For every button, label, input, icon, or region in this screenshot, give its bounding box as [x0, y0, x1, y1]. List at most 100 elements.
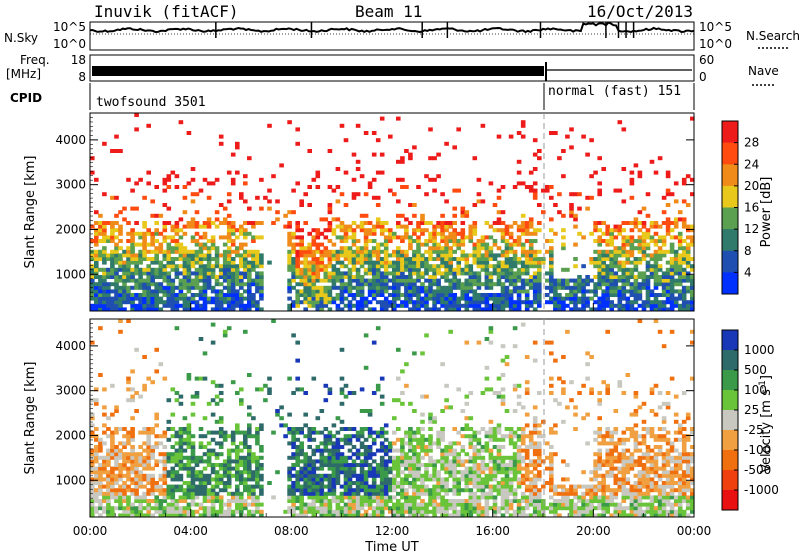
heatmap-cell [424, 239, 429, 243]
heatmap-cell [355, 246, 361, 251]
heatmap-cell [492, 445, 498, 449]
heatmap-cell [589, 195, 594, 200]
heatmap-cell [496, 253, 502, 258]
heatmap-cell [363, 502, 369, 507]
heatmap-cell [311, 300, 317, 305]
heatmap-cell [649, 264, 655, 269]
heatmap-cell [677, 239, 683, 243]
heatmap-cell [400, 488, 405, 493]
heatmap-cell [210, 296, 216, 301]
heatmap-cell [371, 477, 377, 482]
heatmap-cell [379, 513, 385, 518]
heatmap-cell [452, 452, 457, 457]
heatmap-cell [577, 231, 582, 236]
heatmap-cell [408, 434, 413, 439]
heatmap-cell [440, 296, 445, 301]
heatmap-cell [255, 253, 260, 258]
heatmap-cell [359, 477, 365, 482]
heatmap-cell [460, 477, 466, 482]
heatmap-cell [307, 473, 312, 478]
heatmap-cell [605, 296, 610, 301]
heatmap-cell [379, 228, 385, 233]
heatmap-cell [480, 123, 486, 128]
heatmap-cell [408, 473, 413, 478]
heatmap-cell [404, 231, 409, 236]
heatmap-cell [484, 376, 490, 381]
heatmap-cell [166, 285, 172, 290]
heatmap-cell [251, 300, 256, 305]
heatmap-cell [661, 293, 667, 297]
heatmap-cell [641, 282, 647, 287]
heatmap-cell [202, 235, 208, 240]
heatmap-cell [339, 437, 345, 442]
heatmap-cell [331, 282, 337, 287]
heatmap-cell [408, 455, 413, 460]
heatmap-cell [186, 430, 192, 435]
heatmap-cell [412, 437, 417, 442]
heatmap-cell [589, 289, 594, 294]
heatmap-cell [295, 181, 300, 186]
heatmap-cell [355, 285, 361, 290]
heatmap-cell [226, 221, 232, 225]
heatmap-cell [617, 120, 623, 125]
heatmap-cell [460, 509, 466, 514]
heatmap-cell [657, 246, 663, 251]
heatmap-cell [537, 271, 542, 276]
heatmap-cell [428, 221, 433, 225]
heatmap-cell [581, 300, 586, 305]
heatmap-cell [126, 484, 131, 489]
heatmap-cell [408, 427, 413, 431]
heatmap-cell [371, 264, 377, 269]
heatmap-cell [617, 307, 623, 312]
beam-title: Beam 11 [355, 2, 422, 21]
heatmap-cell [424, 285, 429, 290]
heatmap-cell [138, 506, 143, 511]
heatmap-cell [444, 466, 449, 471]
heatmap-cell [291, 495, 296, 500]
heatmap-cell [170, 455, 176, 460]
heatmap-cell [492, 459, 498, 464]
heatmap-cell [532, 228, 538, 233]
heatmap-cell [323, 264, 329, 269]
heatmap-cell [126, 387, 131, 392]
heatmap-cell [480, 427, 486, 431]
heatmap-cell [516, 307, 522, 312]
heatmap-cell [504, 509, 510, 514]
heatmap-cell [158, 441, 164, 446]
heatmap-cell [371, 289, 377, 294]
heatmap-cell [226, 303, 232, 308]
heatmap-cell [597, 264, 602, 269]
heatmap-cell [500, 513, 506, 518]
heatmap-cell [126, 470, 131, 475]
heatmap-cell [605, 231, 610, 236]
heatmap-cell [661, 210, 667, 215]
heatmap-cell [170, 239, 176, 243]
heatmap-cell [392, 231, 397, 236]
heatmap-cell [492, 509, 498, 514]
heatmap-cell [472, 452, 478, 457]
heatmap-cell [235, 249, 240, 254]
heatmap-cell [484, 365, 490, 370]
heatmap-cell [367, 513, 373, 518]
heatmap-cell [464, 303, 470, 308]
heatmap-cell [537, 267, 542, 272]
heatmap-cell [480, 506, 486, 511]
heatmap-cell [202, 257, 208, 261]
heatmap-cell [170, 289, 176, 294]
heatmap-cell [295, 275, 300, 279]
heatmap-cell [138, 267, 143, 272]
heatmap-cell [520, 264, 526, 269]
heatmap-cell [126, 398, 131, 403]
heatmap-cell [504, 506, 510, 511]
heatmap-cell [363, 231, 369, 236]
heatmap-cell [593, 224, 598, 229]
heatmap-cell [162, 293, 168, 297]
heatmap-cell [379, 434, 385, 439]
heatmap-cell [146, 271, 151, 276]
heatmap-cell [98, 213, 103, 218]
heatmap-cell [404, 278, 409, 283]
heatmap-cell [383, 491, 389, 496]
heatmap-cell [206, 441, 212, 446]
heatmap-cell [545, 188, 550, 193]
heatmap-cell [299, 239, 304, 243]
